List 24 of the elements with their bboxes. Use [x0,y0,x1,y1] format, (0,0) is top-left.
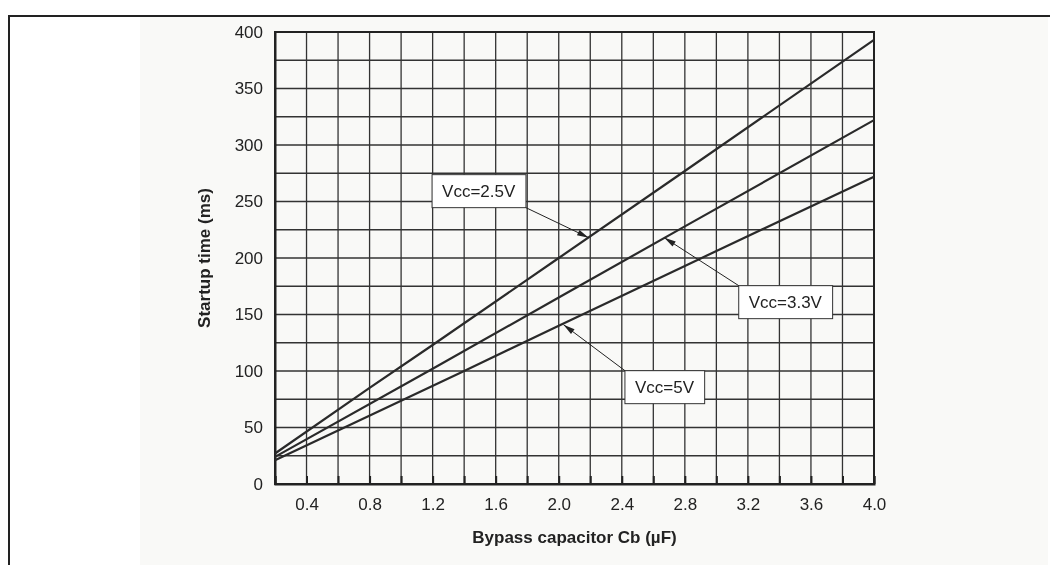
y-tick-label: 150 [234,305,263,325]
y-tick-label: 350 [234,79,263,99]
x-tick-label: 2.0 [547,495,572,515]
y-tick-label: 50 [244,418,263,438]
y-axis-title: Startup time (ms) [195,188,214,328]
x-tick-label: 2.8 [673,495,698,515]
y-tick-label: 300 [234,135,263,155]
y-tick-label: 400 [234,22,263,42]
y-tick-label: 0 [253,474,263,494]
annotation: Vcc=2.5V [442,181,516,201]
y-tick-label: 250 [234,192,263,212]
y-tick-label: 200 [234,248,263,268]
annotation: Vcc=5V [634,377,695,397]
x-tick-label: 0.8 [358,495,382,515]
x-axis-title: Bypass capacitor Cb (µF) [472,528,677,547]
y-tick-label: 100 [234,361,263,381]
x-tick-label: 3.2 [736,495,761,515]
x-tick-label: 3.6 [799,495,824,515]
x-tick-label: 1.2 [421,495,445,515]
x-tick-label: 1.6 [484,495,508,515]
x-tick-label: 0.4 [295,495,319,515]
x-tick-label: 2.4 [610,495,635,515]
annotation: Vcc=3.3V [748,292,823,312]
x-tick-label: 4.0 [862,495,887,515]
